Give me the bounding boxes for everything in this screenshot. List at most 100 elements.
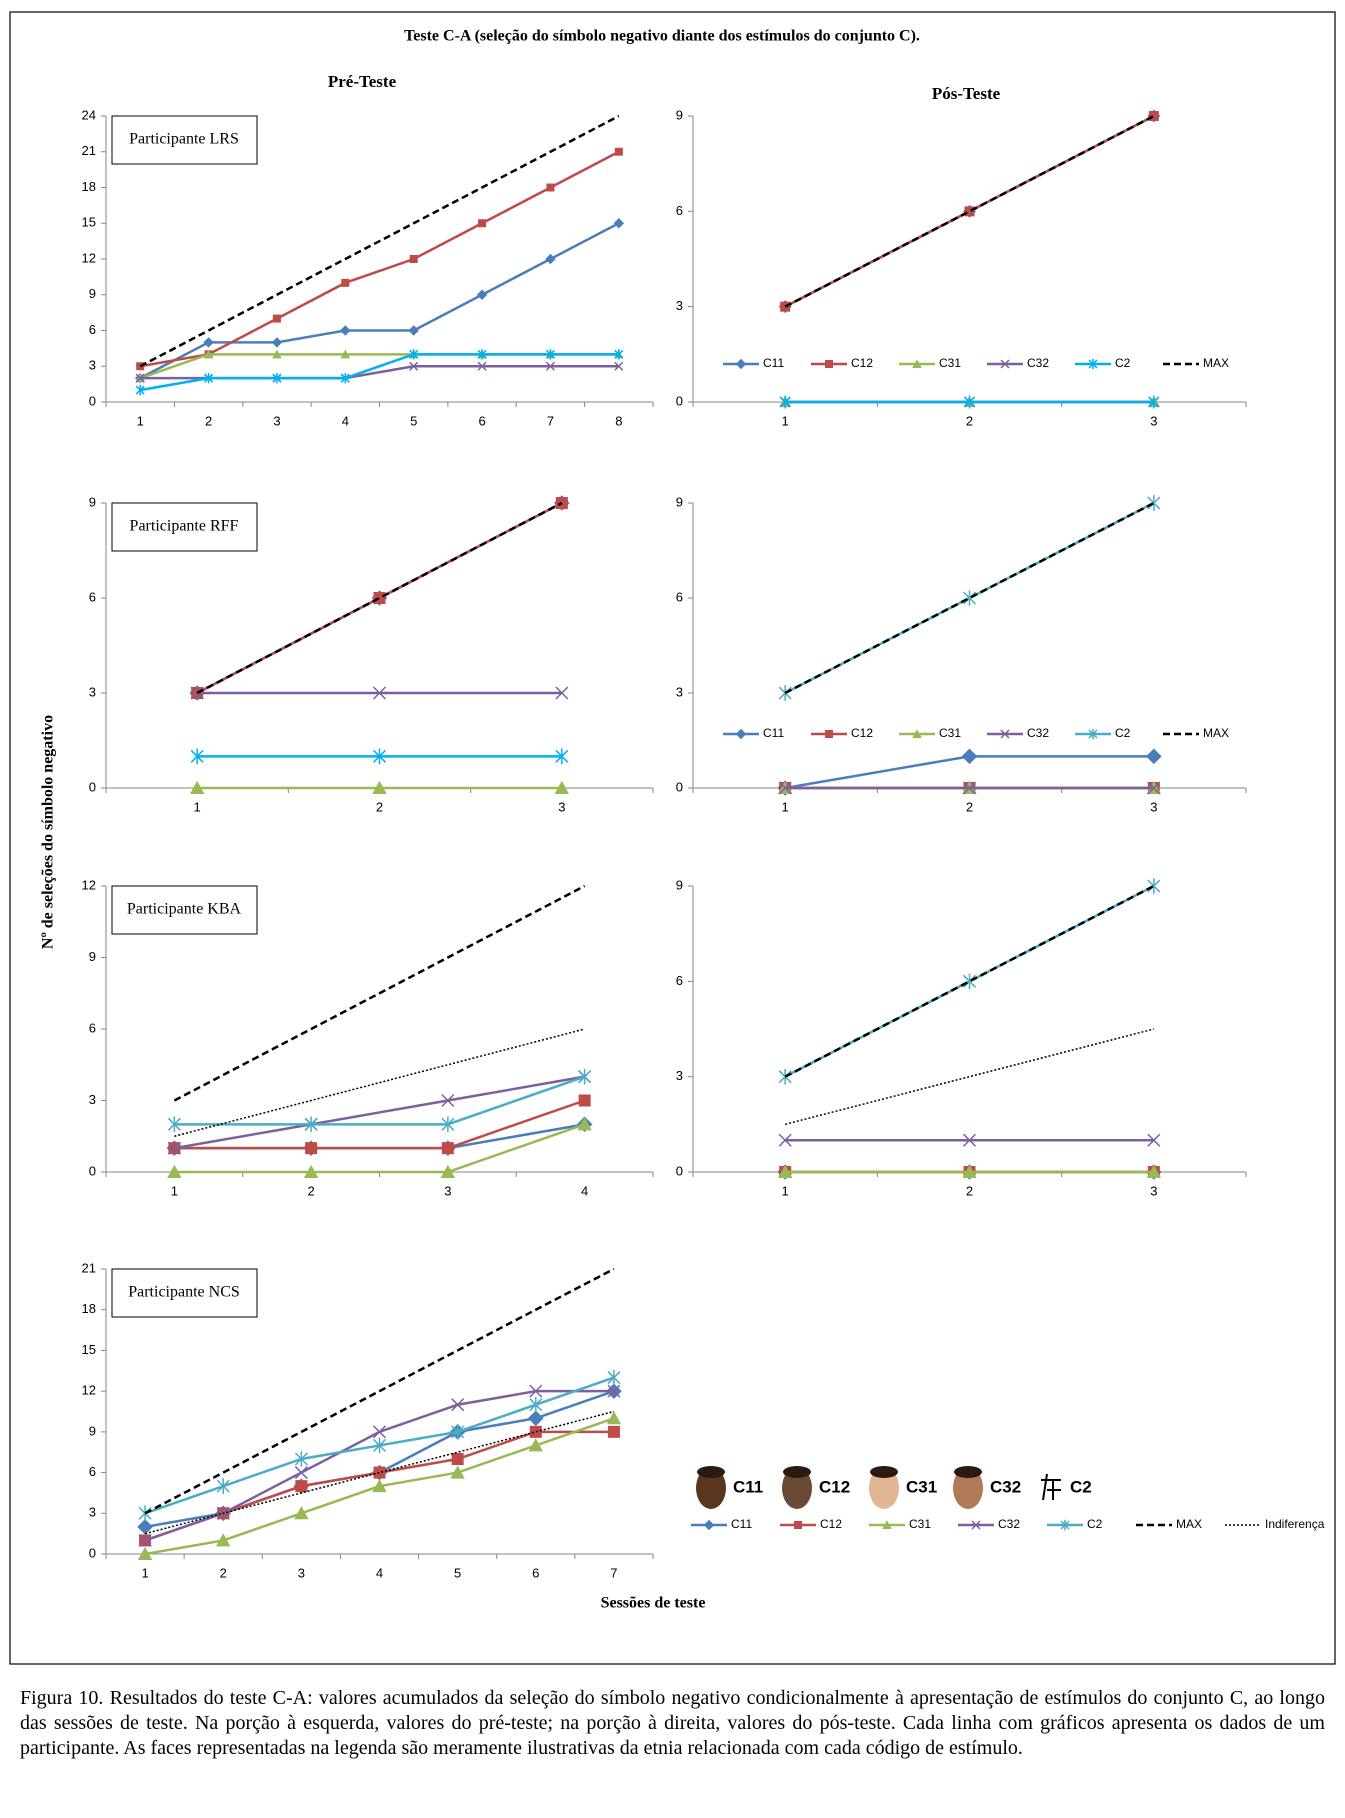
caption: Figura 10. Resultados do teste C-A: valo… [20,1686,1325,1761]
y-tick-label: 0 [89,779,96,794]
face-legend-label: C11 [733,1477,763,1496]
y-tick-label: 6 [89,1020,96,1035]
x-tick-label: 8 [615,413,622,428]
y-tick-label: 3 [676,1068,683,1083]
legend-label: C11 [763,356,784,370]
y-tick-label: 24 [82,107,96,122]
y-tick-label: 9 [89,1423,96,1438]
y-tick-label: 21 [82,143,96,158]
x-tick-label: 5 [410,413,417,428]
y-tick-label: 12 [82,1383,96,1398]
legend-label: C12 [851,356,873,370]
face-legend-label: C12 [819,1477,850,1496]
y-tick-label: 9 [676,494,683,509]
marker [704,1520,714,1530]
x-tick-label: 2 [205,413,212,428]
y-tick-label: 0 [676,779,683,794]
marker [964,974,976,990]
marker [528,1410,544,1426]
marker [794,1521,802,1529]
marker [340,325,350,335]
marker [615,148,623,156]
legend-label: C12 [820,1517,842,1531]
face-legend-label: C2 [1070,1477,1092,1496]
legend-label: C2 [1115,356,1131,370]
x-tick-label: 2 [308,1183,315,1198]
marker [1148,495,1160,511]
series-line [785,1029,1154,1124]
marker [477,290,487,300]
face-hair [783,1466,811,1478]
marker [736,359,746,369]
y-tick-label: 6 [676,973,683,988]
legend-label: C12 [851,726,873,740]
x-tick-label: 3 [444,1183,451,1198]
face-hair [697,1466,725,1478]
legend-label: C11 [763,726,784,740]
marker [305,1142,317,1154]
legend-label: C2 [1115,726,1131,740]
figure: Teste C-A (seleção do símbolo negativo d… [0,0,1345,1818]
y-tick-label: 9 [89,494,96,509]
x-tick-label: 2 [966,413,973,428]
x-tick-label: 1 [171,1183,178,1198]
marker [374,592,386,604]
post-label: Pós-Teste [932,84,1001,103]
y-tick-label: 12 [82,877,96,892]
marker [825,360,833,368]
y-tick-label: 9 [89,286,96,301]
face-hair [870,1466,898,1478]
y-tick-label: 0 [676,1163,683,1178]
marker [779,1069,791,1085]
legend-label: C31 [939,726,961,740]
marker [962,749,978,765]
x-tick-label: 4 [342,413,349,428]
x-tick-label: 3 [298,1565,305,1580]
legend-label: Indiferença [1265,1517,1325,1531]
x-tick-label: 2 [376,799,383,814]
y-tick-label: 9 [89,949,96,964]
stimulus-glyph [1041,1474,1061,1500]
x-tick-label: 1 [782,1183,789,1198]
marker [374,1426,386,1438]
x-tick-label: 3 [1150,413,1157,428]
y-tick-label: 3 [676,298,683,313]
marker [452,1453,464,1465]
x-tick-label: 7 [547,413,554,428]
marker [272,337,282,347]
marker [410,255,418,263]
x-tick-label: 7 [610,1565,617,1580]
series-line [140,366,619,378]
marker [608,1426,620,1438]
marker [374,1467,386,1479]
y-tick-label: 18 [82,1301,96,1316]
figure-title: Teste C-A (seleção do símbolo negativo d… [404,28,920,45]
marker [1148,878,1160,894]
marker [965,206,975,216]
y-tick-label: 12 [82,250,96,265]
x-tick-label: 4 [581,1183,588,1198]
y-tick-label: 0 [89,1545,96,1560]
y-tick-label: 0 [676,393,683,408]
y-tick-label: 9 [676,107,683,122]
face-legend-label: C32 [990,1477,1021,1496]
legend-label: C32 [1027,726,1049,740]
marker [203,337,213,347]
x-tick-label: 3 [273,413,280,428]
marker [530,1426,542,1438]
marker [341,279,349,287]
marker [546,184,554,192]
legend-label: C31 [909,1517,931,1531]
legend-label: C32 [998,1517,1020,1531]
marker [295,1467,307,1479]
marker [1146,749,1162,765]
series-line [174,1077,584,1125]
participant-label: Participante LRS [129,131,239,148]
marker [217,1478,229,1494]
y-tick-label: 6 [89,589,96,604]
marker [964,590,976,606]
marker [614,218,624,228]
x-tick-label: 6 [478,413,485,428]
y-tick-label: 0 [89,1163,96,1178]
marker [442,1142,454,1154]
